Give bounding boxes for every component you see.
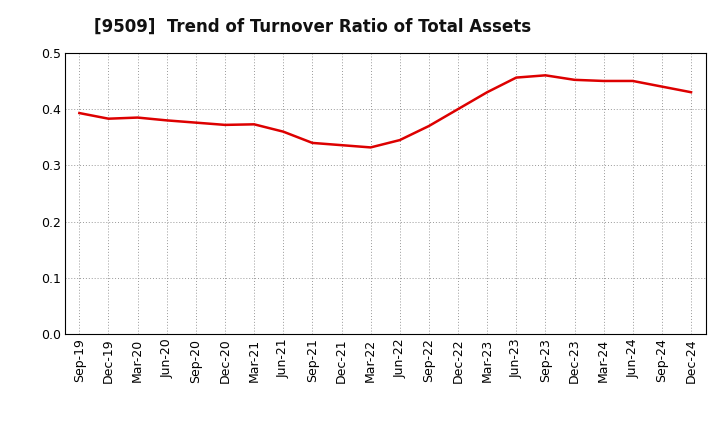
Text: [9509]  Trend of Turnover Ratio of Total Assets: [9509] Trend of Turnover Ratio of Total … [94,18,531,36]
